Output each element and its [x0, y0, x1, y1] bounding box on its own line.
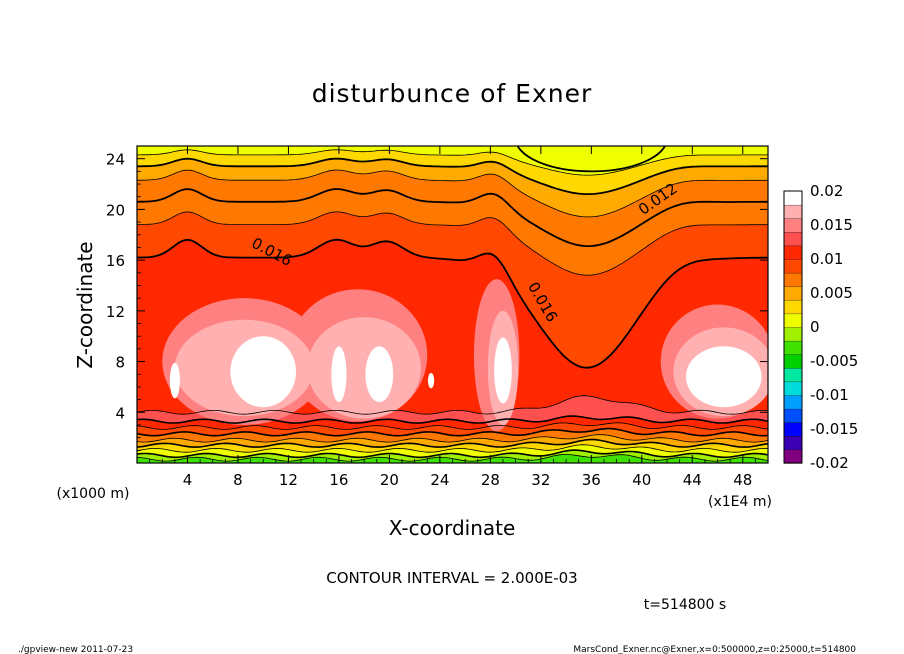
contour-line [137, 444, 768, 453]
chart-title: disturbunce of Exner [312, 79, 593, 108]
contour-line [137, 238, 768, 369]
y-tick-label: 24 [106, 151, 125, 169]
contour-line [137, 454, 768, 462]
contour-line [137, 434, 768, 443]
value-region [427, 372, 435, 389]
value-region [169, 362, 180, 399]
y-axis-label: Z-coordinate [73, 241, 97, 368]
colorbar-swatch [783, 435, 803, 451]
footer-left: ./gpview-new 2011-07-23 [18, 645, 133, 654]
contour-line [137, 157, 768, 195]
colorbar-label: -0.015 [810, 420, 858, 438]
colorbar-swatch [783, 367, 803, 383]
value-region-top [516, 146, 666, 173]
colorbar-label: -0.01 [810, 386, 849, 404]
colorbar-swatch [783, 408, 803, 423]
high-value-regions [162, 146, 768, 432]
colorbar-swatch [783, 394, 803, 410]
colorbar-swatch [783, 340, 803, 355]
x-axis-unit: (x1E4 m) [708, 494, 772, 510]
y-tick-label: 8 [115, 354, 125, 372]
contour-line [137, 438, 768, 448]
colorbar-swatch [783, 231, 803, 247]
value-region [307, 317, 421, 419]
colorbar-swatch [783, 313, 803, 328]
value-region [494, 337, 512, 404]
colorbar-swatch [783, 245, 803, 260]
colorbar-swatch [783, 272, 803, 287]
y-tick-label: 16 [106, 252, 125, 270]
colorbar-label: 0.01 [810, 250, 843, 268]
x-tick-label: 12 [279, 471, 298, 489]
x-tick-label: 4 [183, 471, 193, 489]
colorbar-label: -0.005 [810, 352, 858, 370]
colorbar-label: 0.005 [810, 284, 853, 302]
value-region [331, 346, 347, 403]
time-text: t=514800 s [644, 597, 726, 613]
colorbar-label: -0.02 [810, 454, 849, 472]
value-region [230, 336, 297, 408]
contour-line [137, 427, 768, 437]
contour-line [137, 149, 768, 176]
colorbar-label: 0.015 [810, 216, 853, 234]
colorbar-swatch [783, 354, 803, 369]
x-tick-label: 8 [233, 471, 243, 489]
colorbar-swatch [783, 190, 803, 206]
colorbar-swatches [783, 190, 803, 464]
contour-line [137, 415, 768, 424]
y-axis-ticks: 4 8 12 16 20 24 [106, 151, 768, 451]
y-axis-unit: (x1000 m) [57, 486, 130, 502]
x-tick-label: 16 [329, 471, 348, 489]
y-tick-label: 12 [106, 303, 125, 321]
contour-lines [137, 149, 768, 462]
colorbar-swatch [783, 258, 803, 274]
colorbar-label: 0.02 [810, 182, 843, 200]
colorbar-labels: 0.02 0.015 0.01 0.005 0 -0.005 -0.01 -0.015 -0.0… [810, 182, 858, 472]
contour-line [137, 188, 768, 248]
contour-line [137, 422, 768, 430]
y-tick-label: 20 [106, 201, 125, 219]
contour-line [137, 211, 768, 276]
x-tick-label: 28 [481, 471, 500, 489]
colorbar-swatch [783, 449, 803, 464]
colorbar-label: 0 [810, 318, 820, 336]
colorbar-swatch [783, 204, 803, 219]
footer-right: MarsCond_Exner.nc@Exner,x=0:500000,z=0:2… [573, 645, 856, 654]
colorbar-swatch [783, 326, 803, 342]
colorbar-frame [783, 190, 803, 464]
x-tick-label: 48 [733, 471, 752, 489]
x-tick-label: 44 [683, 471, 702, 489]
x-tick-label: 36 [582, 471, 601, 489]
value-region [685, 346, 762, 408]
x-axis-ticks: 4 8 12 16 20 24 28 32 36 40 44 48 [149, 146, 756, 489]
colorbar-swatch [783, 218, 803, 233]
colorbar-swatch [783, 299, 803, 315]
contour-interval-text: CONTOUR INTERVAL = 2.000E-03 [326, 569, 577, 587]
x-tick-label: 20 [380, 471, 399, 489]
colorbar-swatch [783, 422, 803, 437]
colorbar: 0.02 0.015 0.01 0.005 0 -0.005 -0.01 -0.015 -0.0… [783, 182, 858, 472]
x-tick-label: 32 [531, 471, 550, 489]
y-tick-label: 4 [115, 404, 125, 422]
x-axis-label: X-coordinate [389, 516, 516, 540]
colorbar-swatch [783, 381, 803, 396]
contour-line [137, 395, 768, 415]
contour-line [137, 449, 768, 459]
value-region [365, 346, 394, 403]
x-tick-label: 40 [632, 471, 651, 489]
contour-line [137, 169, 768, 218]
colorbar-swatch [783, 286, 803, 301]
x-tick-label: 24 [430, 471, 449, 489]
